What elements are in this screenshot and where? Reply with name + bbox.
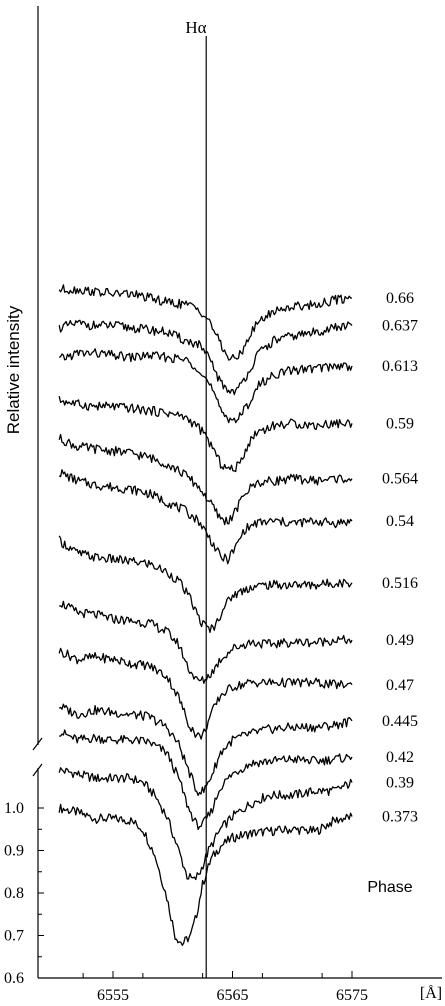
spectrum-line [58, 703, 353, 797]
spectrum-line [58, 284, 352, 361]
y-tick-label: 0.8 [4, 885, 24, 902]
phase-label: 0.49 [386, 632, 414, 649]
axis-break-lower [32, 763, 43, 777]
y-axis-title: Relative intensity [4, 305, 23, 434]
phase-label: 0.564 [382, 471, 418, 488]
spectrum-line [58, 647, 353, 740]
phase-label: 0.613 [382, 358, 418, 375]
axis-ticks: 6555 6565 6575 0.6 0.7 0.8 0.9 1.0 [4, 800, 368, 1004]
spectrum-line [58, 348, 353, 424]
phase-labels: 0.373 0.39 0.42 0.445 0.47 0.49 0.516 0.54 0.564… [382, 290, 418, 826]
phase-label: 0.47 [386, 677, 414, 694]
spectrum-line [58, 469, 353, 565]
x-unit-label: [Å] [420, 984, 442, 1002]
phase-label: 0.373 [382, 809, 418, 826]
spectrum-line [58, 767, 353, 881]
y-tick-label: 0.6 [4, 970, 24, 987]
spectrum-line [58, 395, 353, 473]
phase-legend-title: Phase [367, 879, 412, 896]
y-tick-label: 0.7 [4, 928, 24, 945]
phase-label: 0.516 [382, 575, 418, 592]
spectrum-line [59, 729, 353, 831]
x-tick-label: 6575 [336, 987, 368, 1004]
phase-label: 0.54 [386, 513, 414, 530]
phase-label: 0.637 [382, 318, 418, 335]
phase-label: 0.445 [382, 713, 418, 730]
phase-label: 0.39 [386, 775, 414, 792]
spectrum-line [59, 600, 353, 684]
spectrum-line [58, 433, 353, 526]
x-tick-label: 6555 [97, 987, 129, 1004]
phase-label: 0.59 [386, 415, 414, 432]
axis-break-upper [32, 737, 43, 751]
spectrum-line [58, 535, 353, 634]
spectra-series [58, 284, 353, 946]
y-tick-label: 0.9 [4, 843, 24, 860]
halpha-label: Hα [185, 18, 206, 37]
spectrum-line [58, 803, 353, 946]
axes-frame [32, 6, 442, 979]
y-tick-label: 1.0 [4, 800, 24, 817]
spectrum-line [58, 319, 353, 396]
phase-label: 0.66 [386, 290, 414, 307]
phase-label: 0.42 [386, 749, 414, 766]
x-tick-label: 6565 [217, 987, 249, 1004]
